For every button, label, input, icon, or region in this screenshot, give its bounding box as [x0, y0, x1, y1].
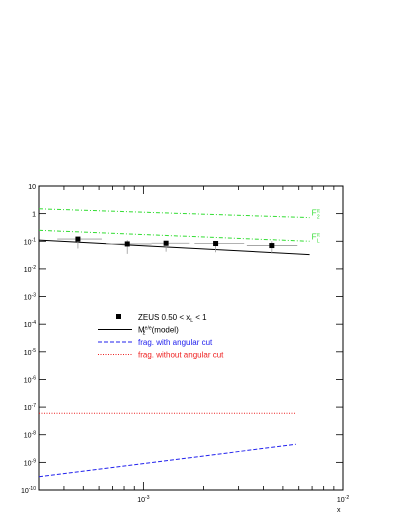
y-tick-label: 10-4 [24, 320, 36, 329]
y-tick-label: 10-3 [24, 293, 36, 302]
y-tick-label: 10 [28, 184, 36, 191]
legend-label: Me/e 2 (model) [138, 326, 179, 337]
plot-frame [38, 185, 344, 491]
legend-marker [116, 314, 121, 319]
data-points [57, 236, 298, 254]
series-line-1 [38, 443, 296, 478]
data-point [163, 240, 169, 246]
y-tick-label: 10-6 [24, 375, 36, 384]
x-tick-label: 10-2 [337, 495, 349, 504]
series-group: Fπ 2 Fπ L [38, 208, 321, 478]
legend-label: frag. without angular cut [138, 351, 224, 360]
y-tick-label: 10-7 [24, 403, 36, 412]
legend-label: ZEUS 0.50 < xL < 1 [138, 313, 207, 324]
legend: ZEUS 0.50 < xL < 1Me/e 2 (model)frag. wit… [98, 313, 224, 360]
series-line-3 [38, 208, 310, 219]
tick-labels: 10 1 10-1 10-2 10-3 10-4 10-5 10-6 10-7 10-8 10-9 1… [21, 184, 349, 504]
y-tick-label: 10-9 [24, 458, 36, 467]
y-tick-label: 10-5 [24, 348, 36, 357]
curve-label: Fπ L [312, 232, 321, 244]
data-point [213, 241, 219, 247]
y-tick-label: 10-10 [21, 486, 36, 495]
data-point [269, 243, 275, 249]
y-tick-label: 1 [32, 212, 36, 219]
y-tick-label: 10-2 [24, 265, 36, 274]
x-axis-label: x [337, 507, 341, 514]
curve-label: Fπ 2 [312, 209, 321, 221]
data-point [124, 241, 130, 247]
series-line-4 [38, 229, 310, 242]
y-tick-label: 10-1 [24, 237, 36, 246]
data-point [75, 236, 81, 242]
legend-label: frag. with angular cut [138, 338, 213, 347]
x-tick-label: 10-3 [137, 495, 149, 504]
y-tick-label: 10-8 [24, 431, 36, 440]
axis-ticks [38, 185, 344, 491]
series-line-0 [38, 239, 310, 256]
